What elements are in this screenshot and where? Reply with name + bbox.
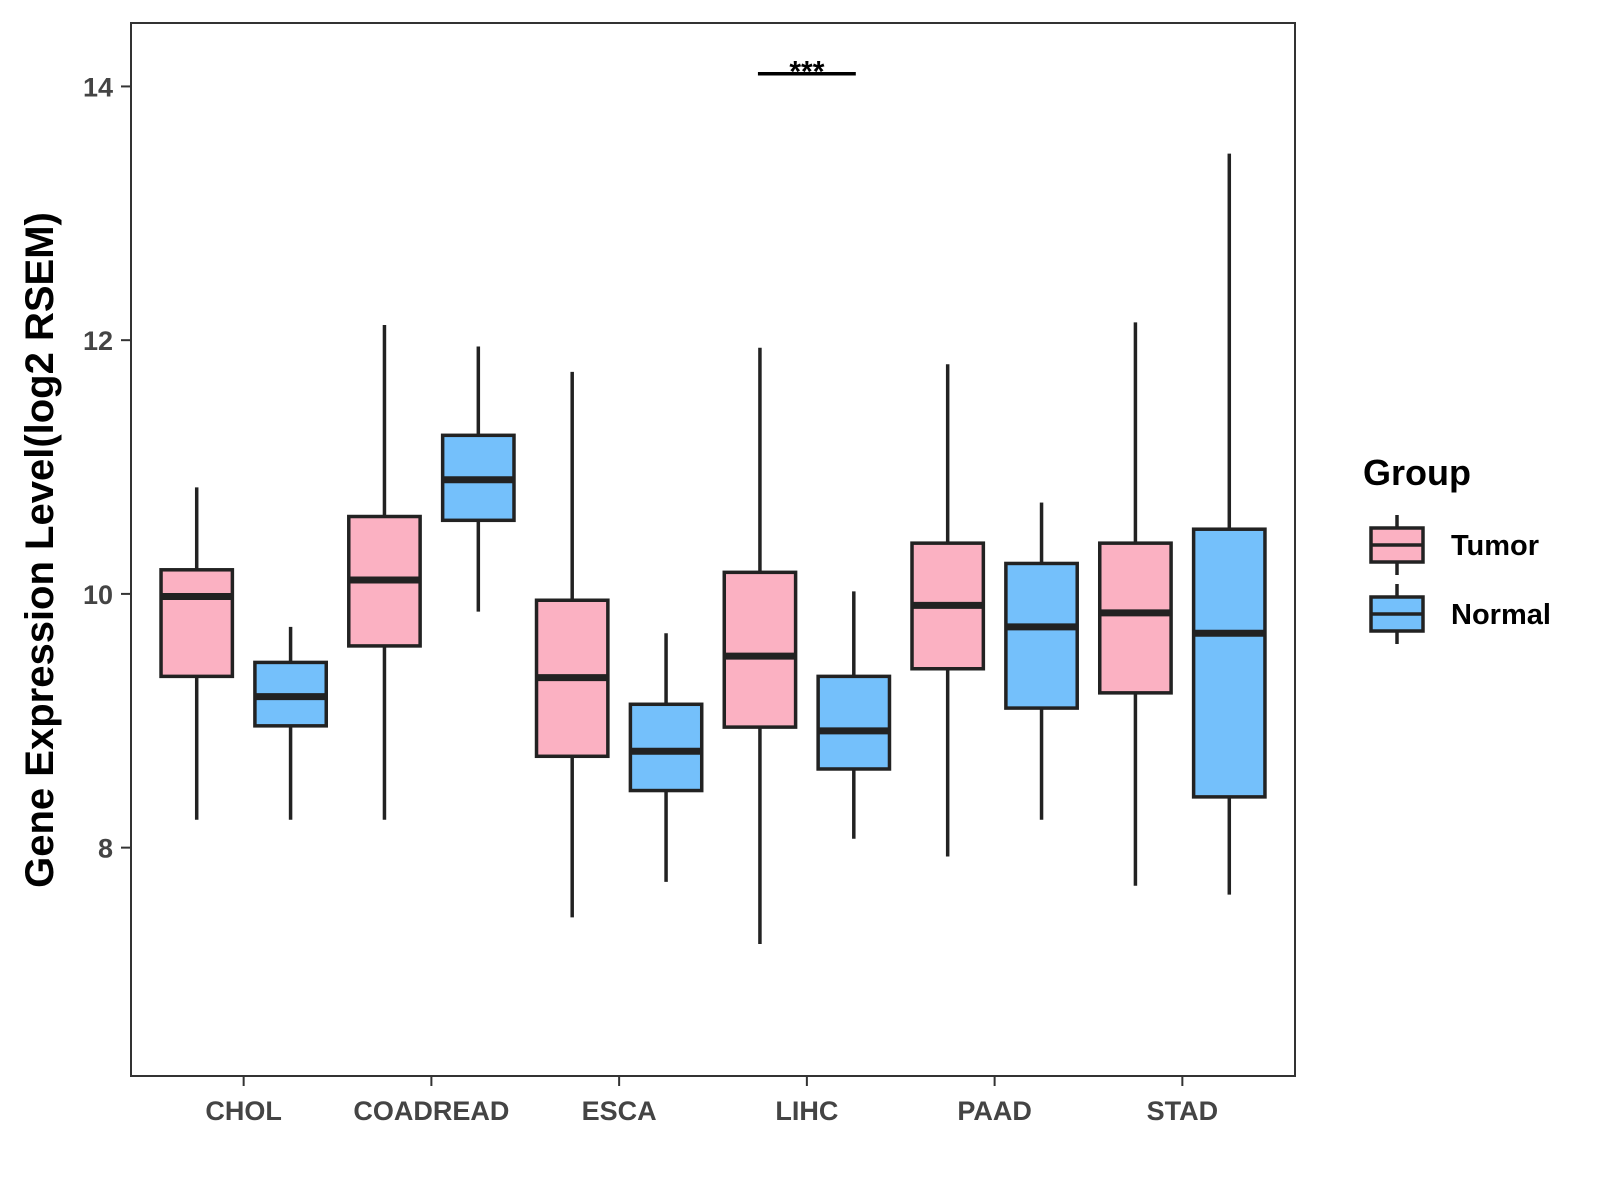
box-tumor-esca: [534, 371, 610, 918]
box-iqr: [1191, 527, 1267, 799]
y-axis: 8 10 12 14: [83, 72, 131, 864]
box-iqr: [1097, 541, 1173, 695]
legend-item-normal: Normal: [1369, 584, 1551, 644]
box-normal-chol: [253, 626, 329, 820]
y-tick-label: 8: [98, 834, 113, 864]
y-tick-label: 10: [83, 580, 113, 610]
x-tick-label-esca: ESCA: [582, 1096, 657, 1126]
legend-title: Group: [1363, 452, 1471, 493]
y-axis-title: Gene Expression Level(log2 RSEM): [18, 212, 62, 888]
box-normal-paad: [1004, 502, 1079, 820]
box-tumor-coadread: [347, 324, 422, 820]
box-series: [159, 153, 1267, 945]
legend-item-tumor: Tumor: [1369, 515, 1539, 575]
legend-label-normal: Normal: [1451, 599, 1551, 631]
box-iqr: [159, 568, 235, 679]
box-iqr: [1004, 561, 1079, 710]
x-axis: CHOL COADREAD ESCA LIHC PAAD STAD: [205, 1076, 1218, 1126]
box-normal-esca: [628, 633, 704, 882]
box-tumor-lihc: [722, 347, 798, 945]
significance-label: ***: [789, 56, 824, 89]
box-tumor-chol: [159, 487, 235, 820]
legend-label-tumor: Tumor: [1451, 530, 1539, 562]
box-normal-coadread: [440, 346, 516, 612]
x-tick-label-coadread: COADREAD: [353, 1096, 509, 1126]
box-normal-stad: [1191, 153, 1267, 895]
box-normal-lihc: [816, 591, 892, 839]
box-tumor-paad: [910, 364, 986, 857]
box-iqr: [816, 674, 892, 771]
legend: Group Tumor Normal: [1363, 452, 1551, 644]
box-iqr: [628, 702, 704, 793]
significance-annotations: ***: [757, 56, 856, 89]
x-tick-label-paad: PAAD: [957, 1096, 1032, 1126]
y-tick-label: 14: [83, 72, 113, 102]
y-tick-label: 12: [83, 326, 113, 356]
x-tick-label-lihc: LIHC: [775, 1096, 838, 1126]
x-tick-label-stad: STAD: [1147, 1096, 1219, 1126]
x-tick-label-chol: CHOL: [205, 1096, 282, 1126]
box-iqr: [722, 570, 798, 729]
box-tumor-stad: [1097, 322, 1173, 886]
